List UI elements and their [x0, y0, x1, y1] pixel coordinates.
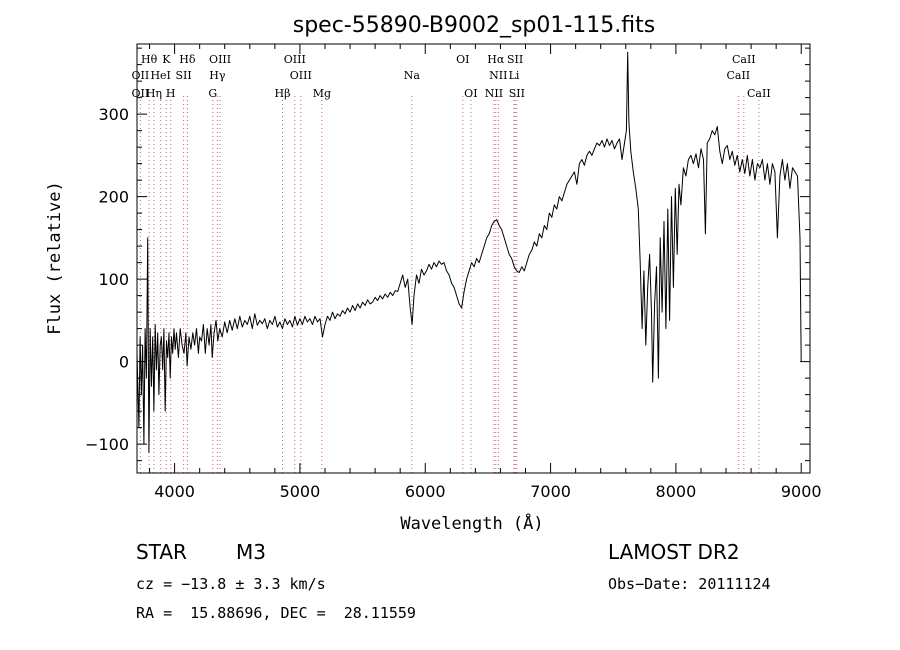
- line-annotation-label: Hβ: [275, 87, 291, 100]
- line-annotation-label: SII: [509, 87, 525, 100]
- y-tick-label: 200: [98, 188, 129, 207]
- line-markers: [139, 96, 760, 473]
- line-annotation-label: K: [162, 53, 171, 66]
- line-annotation-label: Hδ: [179, 53, 196, 66]
- line-annotation-label: Li: [509, 69, 520, 82]
- line-annotation-label: SII: [176, 69, 192, 82]
- x-tick-label: 6000: [405, 482, 446, 501]
- line-annotation-label: Na: [404, 69, 421, 82]
- x-tick-label: 9000: [781, 482, 822, 501]
- line-annotation-label: Hη: [146, 87, 162, 100]
- line-annotation-label: OII: [132, 87, 150, 100]
- object-subclass: M3: [236, 540, 266, 564]
- line-annotation-label: OI: [464, 87, 477, 100]
- line-annotation-label: Hα: [487, 53, 505, 66]
- chart-title: spec-55890-B9002_sp01-115.fits: [293, 13, 656, 38]
- x-axis-label: Wavelength (Å): [400, 512, 543, 534]
- line-annotation-label: Hθ: [141, 53, 158, 66]
- y-tick-label: 300: [98, 105, 129, 124]
- line-annotation-label: SII: [507, 53, 523, 66]
- line-annotation-label: G: [208, 87, 217, 100]
- line-annotation-label: CaII: [732, 53, 756, 66]
- redshift-cz: cz = −13.8 ± 3.3 km/s: [136, 575, 326, 593]
- line-annotation-label: NII: [489, 69, 507, 82]
- y-tick-label: −100: [85, 435, 129, 454]
- x-axis: 4000 5000 6000 7000 8000 9000: [149, 44, 822, 501]
- y-tick-label: 0: [119, 353, 129, 372]
- line-annotation-label: OIII: [290, 69, 312, 82]
- y-axis-label: Flux (relative): [45, 181, 65, 335]
- x-tick-label: 8000: [656, 482, 697, 501]
- ra-dec: RA = 15.88696, DEC = 28.11559: [136, 604, 416, 622]
- line-annotation-label: OI: [456, 53, 469, 66]
- line-annotation-label: Hγ: [209, 69, 226, 82]
- line-annotation-label: CaII: [726, 69, 750, 82]
- x-tick-label: 7000: [530, 482, 571, 501]
- spectrum-series: [136, 51, 802, 453]
- line-annotation-label: OIII: [209, 53, 231, 66]
- y-axis: −100 0 100 200 300: [85, 47, 810, 462]
- obs-date: Obs−Date: 20111124: [608, 575, 771, 593]
- x-tick-label: 5000: [280, 482, 321, 501]
- x-tick-label: 4000: [154, 482, 195, 501]
- line-annotation-label: OII: [132, 69, 150, 82]
- line-annotation-label: NII: [485, 87, 503, 100]
- line-annotation-label: CaII: [747, 87, 771, 100]
- plot-frame: [136, 43, 811, 474]
- line-annotation-label: HeI: [150, 69, 170, 82]
- object-class: STAR: [136, 540, 187, 564]
- line-annotation-label: OIII: [284, 53, 306, 66]
- line-annotation-label: H: [166, 87, 176, 100]
- y-tick-label: 100: [98, 270, 129, 289]
- survey-name: LAMOST DR2: [608, 540, 740, 564]
- line-annotation-label: Mg: [313, 87, 331, 100]
- spectrum-line: [136, 51, 802, 453]
